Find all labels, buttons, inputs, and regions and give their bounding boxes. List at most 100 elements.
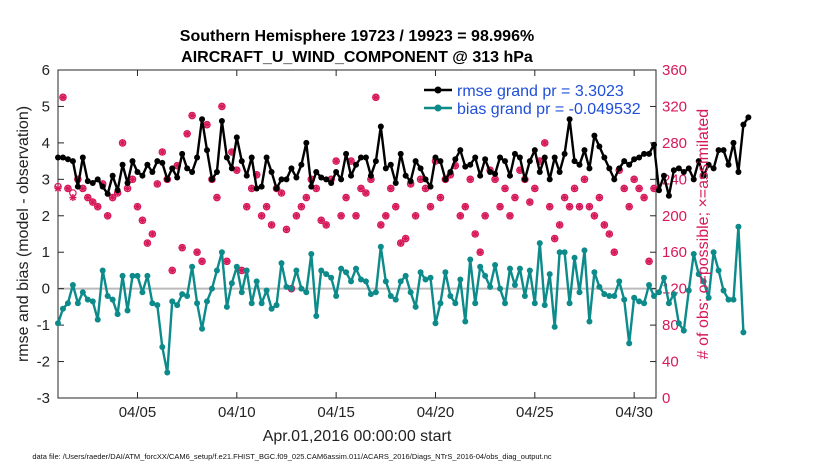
rmse-point [139,172,146,179]
rmse-point [636,154,643,161]
obs-assimilated-marker [69,194,77,202]
obs-assimilated-marker [402,235,410,243]
rmse-point [705,161,712,168]
bias-point [422,276,429,283]
obs-assimilated-marker [397,239,405,247]
rmse-point [204,147,211,154]
obs-assimilated-stroke [233,167,240,174]
x-axis-ticks: 04/05 04/10 04/15 04/20 04/25 04/30 [119,70,653,421]
bias-point [204,298,211,305]
bias-point [114,311,121,318]
obs-assimilated-stroke [645,258,653,265]
obs-assimilated-marker [278,189,286,197]
bias-point [611,292,618,299]
bias-point [730,296,737,303]
rmse-point [576,161,583,168]
obs-assimilated-marker [491,175,499,183]
y2-tick-label: 120 [662,281,687,298]
obs-assimilated-marker [526,198,534,206]
rmse-point [74,183,81,190]
bias-point [586,318,593,325]
rmse-point [685,165,692,172]
rmse-point [397,150,404,157]
obs-assimilated-marker [461,203,469,211]
bias-point [397,278,404,285]
obs-assimilated-stroke [561,194,568,201]
obs-assimilated-stroke [506,212,514,219]
rmse-point [467,161,474,168]
bias-point [412,303,419,310]
rmse-point [134,169,141,176]
rmse-point [641,150,648,157]
y-tick-label: 1 [42,244,50,261]
bias-point [124,307,131,314]
obs-assimilated-marker [506,212,514,220]
bias-point [119,272,126,279]
bias-point [472,300,479,307]
rmse-point [521,176,528,183]
bias-point [253,278,260,285]
chart-subtitle: AIRCRAFT_U_WIND_COMPONENT @ 313 hPa [181,49,533,66]
datafile-footer: data file: /Users/raeder/DAI/ATM_forcXX/… [32,452,552,461]
bias-point [487,283,494,290]
bias-point [377,243,384,250]
bias-point [516,265,523,272]
rmse-point [293,174,300,181]
bias-point [293,267,300,274]
rmse-point [333,169,340,176]
bias-point [646,282,653,289]
y2-axis-ticks: 0 40 80 120 160 200 240 280 320 360 [650,62,687,407]
bias-point [268,305,275,312]
rmse-point [238,158,245,165]
bias-point [492,261,499,268]
bias-point [477,263,484,270]
obs-assimilated-marker [571,184,579,192]
obs-assimilated-marker [625,203,633,211]
rmse-point [338,176,345,183]
obs-assimilated-marker [580,175,588,183]
bias-point [223,303,230,310]
obs-assimilated-stroke [64,185,72,192]
y2-tick-label: 360 [662,62,687,79]
bias-point [308,251,315,258]
obs-assimilated-marker [511,194,519,202]
bias-point [228,280,235,287]
obs-assimilated-marker [610,248,618,256]
bias-point [670,291,677,298]
obs-assimilated-stroke [362,189,370,197]
bias-point [690,251,697,258]
bias-point [189,263,196,270]
obs-assimilated-marker [585,203,593,211]
obs-assimilated-stroke [258,212,265,219]
obs-assimilated-marker [600,221,608,229]
obs-assimilated-stroke [511,194,519,201]
obs-assimilated-stroke [611,249,618,256]
bias-point [149,300,156,307]
rmse-point [233,134,240,141]
y-tick-label: 3 [42,171,50,188]
rmse-point [487,169,494,176]
rmse-point [119,161,126,168]
obs-assimilated-marker [79,184,87,192]
bias-point [561,249,568,256]
bias-point [278,260,285,267]
obs-assimilated-marker [198,257,206,265]
obs-assimilated-marker [551,235,559,243]
obs-assimilated-stroke [640,194,648,201]
y-tick-label: 6 [42,62,50,79]
bias-point [338,265,345,272]
y2-tick-label: 200 [662,208,687,225]
obs-assimilated-stroke [263,203,270,210]
obs-assimilated-stroke [496,203,504,210]
obs-assimilated-marker [422,184,430,192]
rmse-point [308,183,315,190]
obs-assimilated-stroke [179,244,186,251]
obs-assimilated-marker [183,130,191,138]
obs-assimilated-marker [143,239,151,247]
rmse-point [422,176,429,183]
obs-assimilated-marker [501,184,509,192]
obs-assimilated-stroke [54,185,62,192]
obs-assimilated-stroke [149,230,156,238]
y-tick-label: -2 [37,354,50,371]
rmse-point [268,169,275,176]
